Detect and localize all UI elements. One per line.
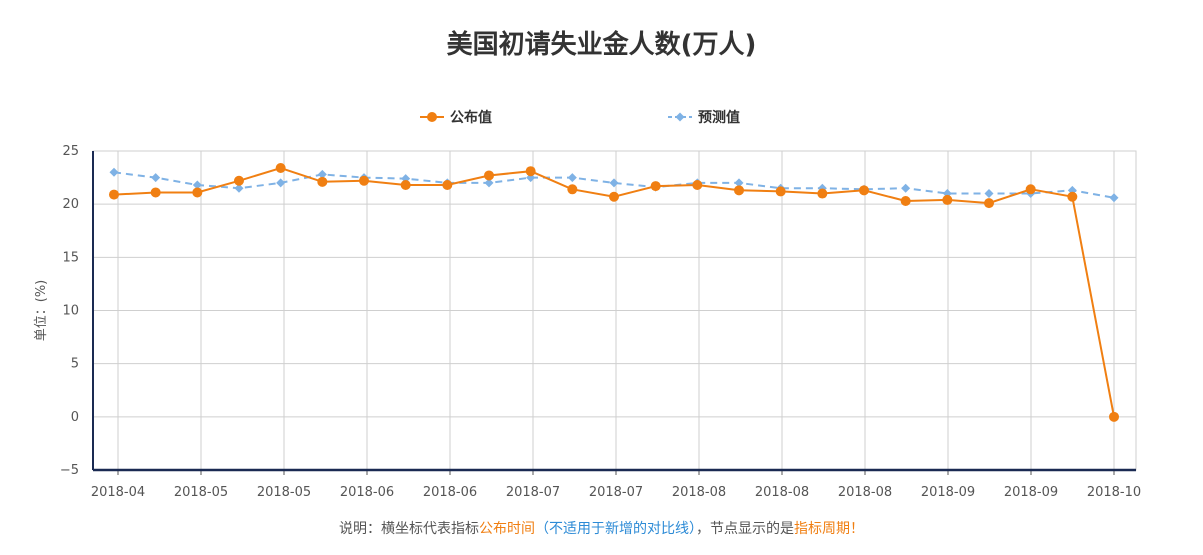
- legend-swatch-marker: [675, 112, 685, 122]
- data-point-forecast: [984, 189, 994, 199]
- legend-label: 公布值: [450, 109, 492, 126]
- data-point-forecast: [901, 183, 911, 193]
- x-tick-label: 2018-08: [838, 485, 892, 500]
- x-tick-label: 2018-10: [1087, 485, 1141, 500]
- data-point-published: [650, 181, 661, 192]
- data-point-published: [442, 180, 453, 191]
- note-paren-close: ）: [689, 521, 696, 537]
- data-point-forecast: [484, 178, 494, 188]
- data-point-forecast: [234, 183, 244, 193]
- note-prefix: 说明：横坐标代表指标: [339, 521, 479, 537]
- data-point-published: [1109, 411, 1119, 422]
- x-tick-label: 2018-05: [174, 485, 228, 500]
- line-chart: 公布值 预测值 −5 0 5 10 15 20 25 2018-04 2018-05 2018-05…: [34, 109, 1141, 500]
- legend-label: 预测值: [698, 109, 740, 126]
- chart-title: 美国初请失业金人数(万人): [446, 30, 757, 60]
- note-publish-time: 公布时间: [479, 521, 535, 537]
- data-point-published: [150, 187, 161, 198]
- data-point-published: [317, 176, 328, 187]
- x-tick-label: 2018-07: [506, 485, 560, 500]
- x-tick-label: 2018-04: [91, 485, 145, 500]
- data-point-published: [984, 198, 994, 209]
- data-point-published: [609, 191, 619, 202]
- x-tick-label: 2018-08: [672, 485, 726, 500]
- y-tick-label: 20: [62, 197, 79, 212]
- x-tick-label: 2018-06: [340, 485, 394, 500]
- data-point-published: [275, 163, 286, 174]
- y-tick-label: 25: [62, 144, 79, 159]
- data-point-published: [234, 175, 244, 186]
- data-point-forecast: [609, 178, 619, 188]
- note-period: 指标周期！: [794, 521, 864, 537]
- y-axis-label: 单位：(%): [34, 280, 49, 342]
- data-point-published: [192, 187, 203, 198]
- legend-item-published[interactable]: 公布值: [420, 109, 492, 126]
- x-tick-label: 2018-08: [755, 485, 809, 500]
- legend-swatch-marker: [427, 112, 437, 122]
- data-point-published: [734, 185, 744, 196]
- data-point-published: [400, 180, 411, 191]
- data-point-forecast: [276, 178, 286, 188]
- data-point-published: [525, 166, 536, 177]
- data-point-published: [109, 189, 119, 200]
- x-tick-label: 2018-06: [423, 485, 477, 500]
- data-point-published: [567, 184, 578, 195]
- data-point-published: [359, 175, 369, 186]
- data-point-forecast: [317, 169, 327, 179]
- data-point-published: [1067, 191, 1078, 202]
- data-point-published: [775, 186, 786, 197]
- y-tick-label: 10: [62, 304, 79, 319]
- data-point-forecast: [1109, 193, 1119, 203]
- axes: −5 0 5 10 15 20 25 2018-04 2018-05 2018-05 2018-06…: [34, 144, 1141, 500]
- data-point-forecast: [192, 180, 202, 190]
- data-point-published: [484, 170, 494, 181]
- y-tick-label: 0: [71, 410, 79, 425]
- data-point-published: [817, 188, 828, 199]
- x-tick-label: 2018-05: [257, 485, 311, 500]
- data-point-forecast: [109, 167, 119, 177]
- legend-item-forecast[interactable]: 预测值: [668, 109, 740, 126]
- data-point-published: [900, 195, 911, 206]
- data-point-forecast: [734, 178, 744, 188]
- data-point-forecast: [151, 173, 161, 183]
- y-tick-label: −5: [60, 463, 79, 478]
- y-tick-label: 15: [62, 250, 79, 265]
- data-point-published: [1025, 184, 1036, 195]
- data-point-forecast: [567, 173, 577, 183]
- series-layer: [109, 163, 1119, 422]
- x-tick-label: 2018-09: [1004, 485, 1058, 500]
- legend[interactable]: 公布值 预测值: [420, 109, 740, 126]
- note-comparison: 不适用于新增的对比线: [549, 521, 689, 537]
- data-point-published: [859, 185, 869, 196]
- x-tick-label: 2018-07: [589, 485, 643, 500]
- y-tick-label: 5: [71, 357, 79, 372]
- x-tick-label: 2018-09: [921, 485, 975, 500]
- note-middle: ，节点显示的是: [696, 521, 794, 537]
- data-point-published: [942, 194, 953, 205]
- series-line-published: [113, 166, 1115, 417]
- chart-note: 说明：横坐标代表指标公布时间（不适用于新增的对比线），节点显示的是指标周期！: [0, 518, 1203, 538]
- note-paren-open: （: [535, 521, 549, 537]
- data-point-published: [692, 180, 703, 191]
